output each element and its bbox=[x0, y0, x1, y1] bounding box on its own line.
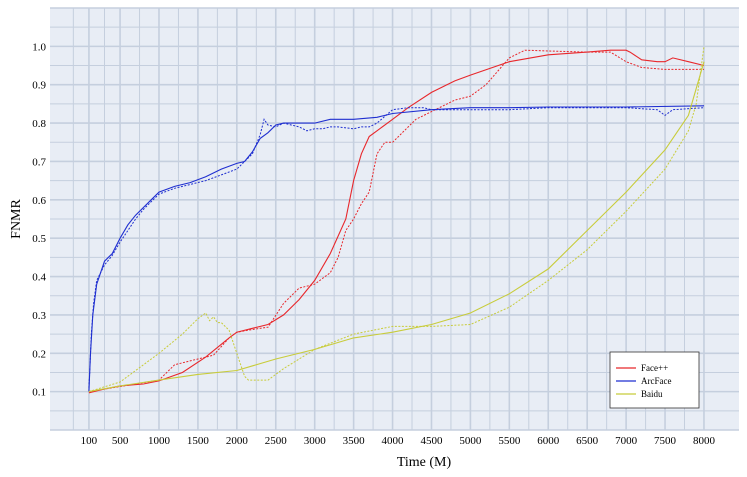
x-tick-label: 500 bbox=[112, 435, 129, 447]
y-tick-label: 1.0 bbox=[32, 41, 46, 53]
x-tick-label: 5500 bbox=[498, 435, 521, 447]
legend-label-face: Face++ bbox=[641, 363, 668, 373]
y-tick-label: 0.2 bbox=[32, 348, 46, 360]
x-tick-label: 6500 bbox=[576, 435, 599, 447]
x-tick-label: 4000 bbox=[382, 435, 405, 447]
x-tick-label: 1000 bbox=[148, 435, 171, 447]
y-tick-label: 0.1 bbox=[32, 387, 46, 399]
y-tick-label: 0.4 bbox=[32, 272, 46, 284]
x-tick-label: 100 bbox=[81, 435, 98, 447]
y-axis-title: FNMR bbox=[9, 198, 24, 238]
x-axis-title: Time (M) bbox=[397, 455, 452, 470]
legend-label-baidu: Baidu bbox=[641, 389, 663, 399]
x-tick-label: 4500 bbox=[420, 435, 443, 447]
y-tick-label: 0.7 bbox=[32, 156, 46, 168]
y-tick-label: 0.9 bbox=[32, 80, 46, 92]
x-tick-label: 3000 bbox=[304, 435, 327, 447]
x-tick-label: 2500 bbox=[265, 435, 288, 447]
x-tick-label: 7500 bbox=[654, 435, 677, 447]
y-tick-labels: 0.1 0.2 0.3 0.4 0.5 0.6 0.7 0.8 0.9 1.0 bbox=[32, 41, 46, 398]
x-tick-labels: 100 500 1000 1500 2000 2500 3000 3500 4000 4500 50… bbox=[81, 435, 716, 447]
x-tick-label: 3500 bbox=[343, 435, 366, 447]
y-tick-label: 0.3 bbox=[32, 310, 46, 322]
y-tick-label: 0.8 bbox=[32, 118, 46, 130]
x-tick-label: 1500 bbox=[187, 435, 210, 447]
legend-label-arcface: ArcFace bbox=[641, 376, 671, 386]
x-tick-label: 6000 bbox=[537, 435, 560, 447]
legend: Face++ ArcFace Baidu bbox=[610, 352, 699, 408]
x-tick-label: 8000 bbox=[693, 435, 716, 447]
y-tick-label: 0.6 bbox=[32, 195, 46, 207]
y-tick-label: 0.5 bbox=[32, 233, 46, 245]
x-tick-label: 2000 bbox=[226, 435, 249, 447]
x-tick-label: 5000 bbox=[459, 435, 482, 447]
x-tick-label: 7000 bbox=[615, 435, 638, 447]
